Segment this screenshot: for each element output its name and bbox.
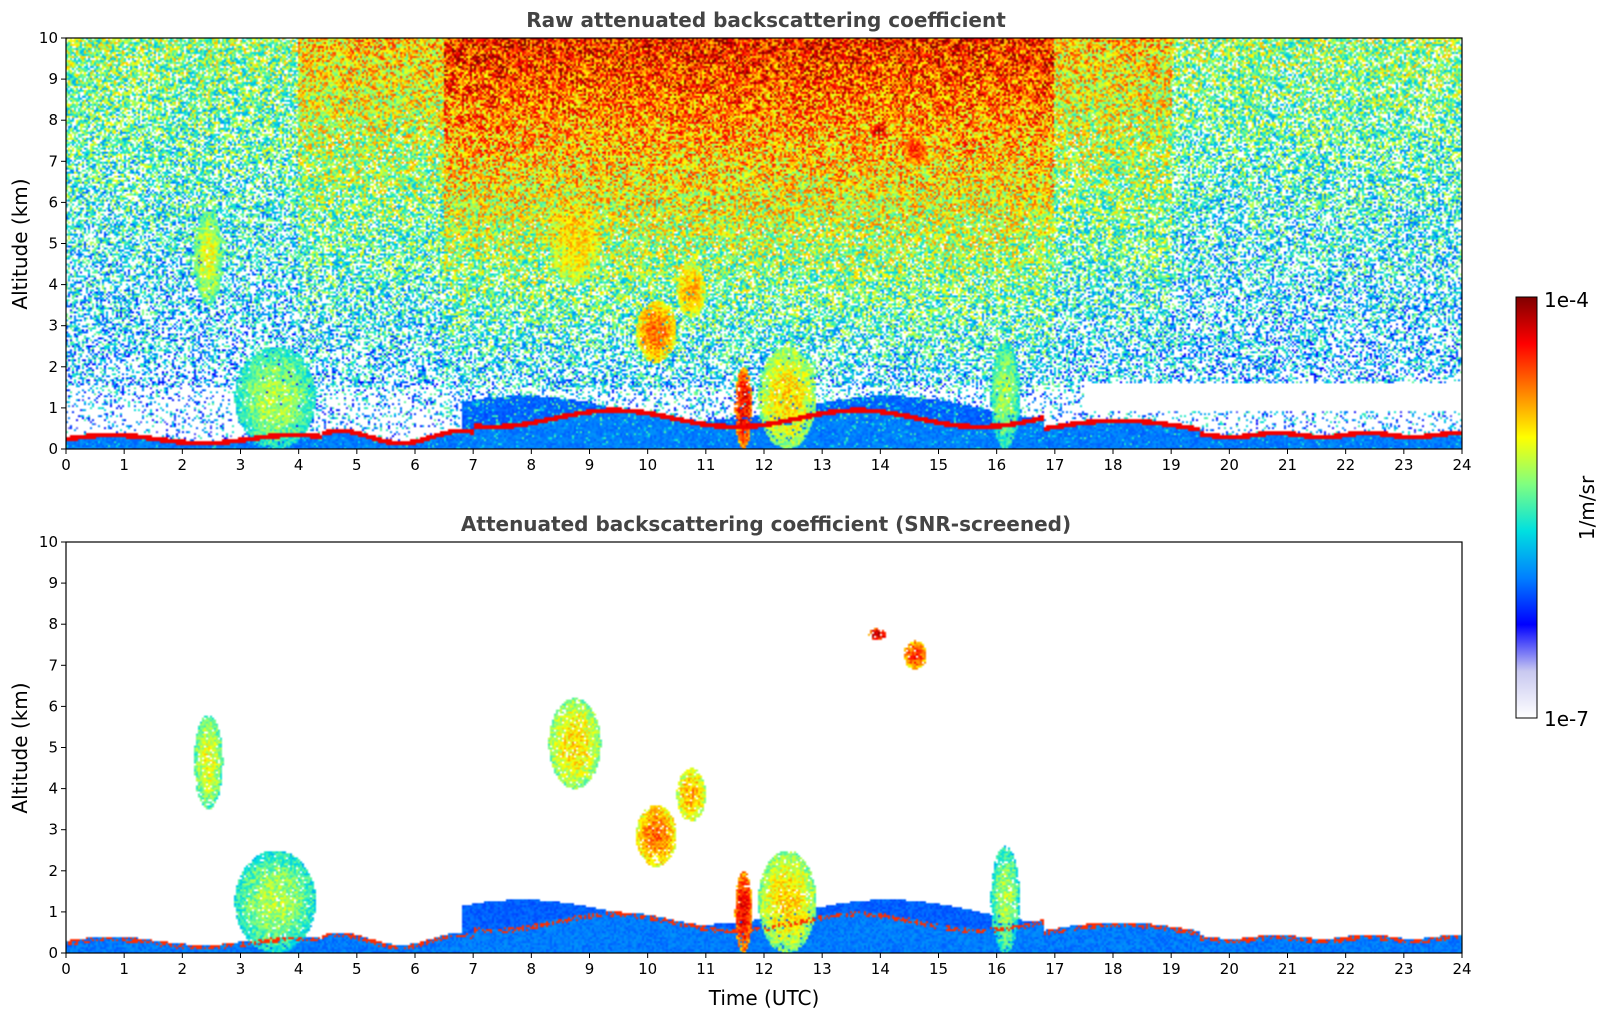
- top-x-tick-label: 3: [236, 456, 246, 474]
- bottom-y-tick-label: 6: [48, 697, 58, 715]
- top-y-tick-label: 7: [48, 152, 58, 170]
- bottom-axis-ticks: 0 1 2 3 4 5 6 7 8 9 10 11 12 13 14 15 16 17 18 19 20 21 22 23 24…: [39, 533, 1472, 978]
- top-x-tick-label: 0: [61, 456, 71, 474]
- top-x-tick-label: 18: [1103, 456, 1122, 474]
- top-y-tick-label: 1: [48, 399, 58, 417]
- top-x-tick-label: 11: [696, 456, 715, 474]
- top-panel-title: Raw attenuated backscattering coefficien…: [526, 8, 1006, 32]
- top-x-tick-label: 15: [929, 456, 948, 474]
- bottom-panel: [65, 541, 1463, 954]
- top-x-tick-label: 22: [1336, 456, 1355, 474]
- bottom-x-tick-label: 15: [929, 960, 948, 978]
- top-axis-ticks: 0 1 2 3 4 5 6 7 8 9 10 11 12 13 14 15 16 17 18 19 20 21 22 23 24…: [39, 29, 1472, 474]
- bottom-x-tick-label: 6: [410, 960, 420, 978]
- bottom-y-tick-label: 1: [48, 903, 58, 921]
- colorbar: 1e-4 1e-7 1/m/sr: [1515, 288, 1599, 731]
- bottom-x-tick-label: 8: [527, 960, 537, 978]
- bottom-x-tick-label: 17: [1045, 960, 1064, 978]
- top-y-tick-label: 9: [48, 70, 58, 88]
- top-x-tick-label: 17: [1045, 456, 1064, 474]
- top-x-tick-label: 23: [1394, 456, 1413, 474]
- bottom-y-tick-label: 9: [48, 574, 58, 592]
- bottom-y-tick-label: 0: [48, 944, 58, 962]
- top-x-tick-label: 2: [178, 456, 188, 474]
- top-y-tick-label: 3: [48, 317, 58, 335]
- bottom-y-tick-label: 3: [48, 821, 58, 839]
- bottom-x-tick-label: 18: [1103, 960, 1122, 978]
- top-x-tick-label: 5: [352, 456, 362, 474]
- bottom-x-tick-label: 4: [294, 960, 304, 978]
- colorbar-max-label: 1e-4: [1544, 288, 1589, 312]
- bottom-x-tick-label: 3: [236, 960, 246, 978]
- bottom-y-tick-label: 7: [48, 656, 58, 674]
- top-y-tick-label: 4: [48, 276, 58, 294]
- bottom-y-tick-label: 5: [48, 739, 58, 757]
- bottom-y-tick-label: 2: [48, 862, 58, 880]
- top-x-tick-label: 21: [1278, 456, 1297, 474]
- top-x-tick-label: 16: [987, 456, 1006, 474]
- bottom-x-tick-label: 14: [871, 960, 890, 978]
- bottom-x-tick-label: 9: [585, 960, 595, 978]
- top-x-tick-label: 9: [585, 456, 595, 474]
- bottom-x-tick-label: 20: [1220, 960, 1239, 978]
- x-axis-label: Time (UTC): [708, 986, 820, 1010]
- bottom-panel-title: Attenuated backscattering coefficient (S…: [461, 512, 1071, 536]
- top-x-tick-label: 24: [1452, 456, 1471, 474]
- bottom-x-tick-label: 22: [1336, 960, 1355, 978]
- bottom-y-tick-label: 10: [39, 533, 58, 551]
- top-x-tick-label: 19: [1162, 456, 1181, 474]
- bottom-y-axis-label: Altitude (km): [8, 682, 32, 813]
- top-x-tick-label: 4: [294, 456, 304, 474]
- top-x-tick-label: 13: [813, 456, 832, 474]
- bottom-y-tick-label: 4: [48, 780, 58, 798]
- bottom-x-tick-label: 12: [754, 960, 773, 978]
- top-x-tick-label: 1: [119, 456, 129, 474]
- bottom-x-tick-label: 16: [987, 960, 1006, 978]
- bottom-x-tick-label: 5: [352, 960, 362, 978]
- top-x-tick-label: 14: [871, 456, 890, 474]
- top-x-tick-label: 7: [468, 456, 478, 474]
- top-x-tick-label: 10: [638, 456, 657, 474]
- colorbar-unit-label: 1/m/sr: [1575, 475, 1599, 540]
- top-x-tick-label: 6: [410, 456, 420, 474]
- bottom-x-tick-label: 10: [638, 960, 657, 978]
- bottom-x-tick-label: 23: [1394, 960, 1413, 978]
- top-y-tick-label: 8: [48, 111, 58, 129]
- top-x-tick-label: 12: [754, 456, 773, 474]
- top-y-axis-label: Altitude (km): [8, 178, 32, 309]
- bottom-x-tick-label: 2: [178, 960, 188, 978]
- bottom-x-tick-label: 24: [1452, 960, 1471, 978]
- bottom-x-tick-label: 0: [61, 960, 71, 978]
- colorbar-gradient: [1515, 296, 1538, 719]
- top-y-tick-label: 2: [48, 358, 58, 376]
- top-y-tick-label: 5: [48, 235, 58, 253]
- bottom-x-tick-label: 13: [813, 960, 832, 978]
- top-y-tick-label: 10: [39, 29, 58, 47]
- bottom-x-tick-label: 21: [1278, 960, 1297, 978]
- bottom-x-tick-label: 7: [468, 960, 478, 978]
- top-heatmap-image: [66, 38, 1462, 449]
- bottom-y-tick-label: 8: [48, 615, 58, 633]
- colorbar-min-label: 1e-7: [1544, 707, 1589, 731]
- top-panel: [65, 37, 1463, 450]
- top-x-tick-label: 8: [527, 456, 537, 474]
- bottom-heatmap-image: [66, 542, 1462, 953]
- top-y-tick-label: 0: [48, 440, 58, 458]
- top-y-tick-label: 6: [48, 193, 58, 211]
- top-x-tick-label: 20: [1220, 456, 1239, 474]
- bottom-x-tick-label: 19: [1162, 960, 1181, 978]
- bottom-x-tick-label: 1: [119, 960, 129, 978]
- bottom-x-tick-label: 11: [696, 960, 715, 978]
